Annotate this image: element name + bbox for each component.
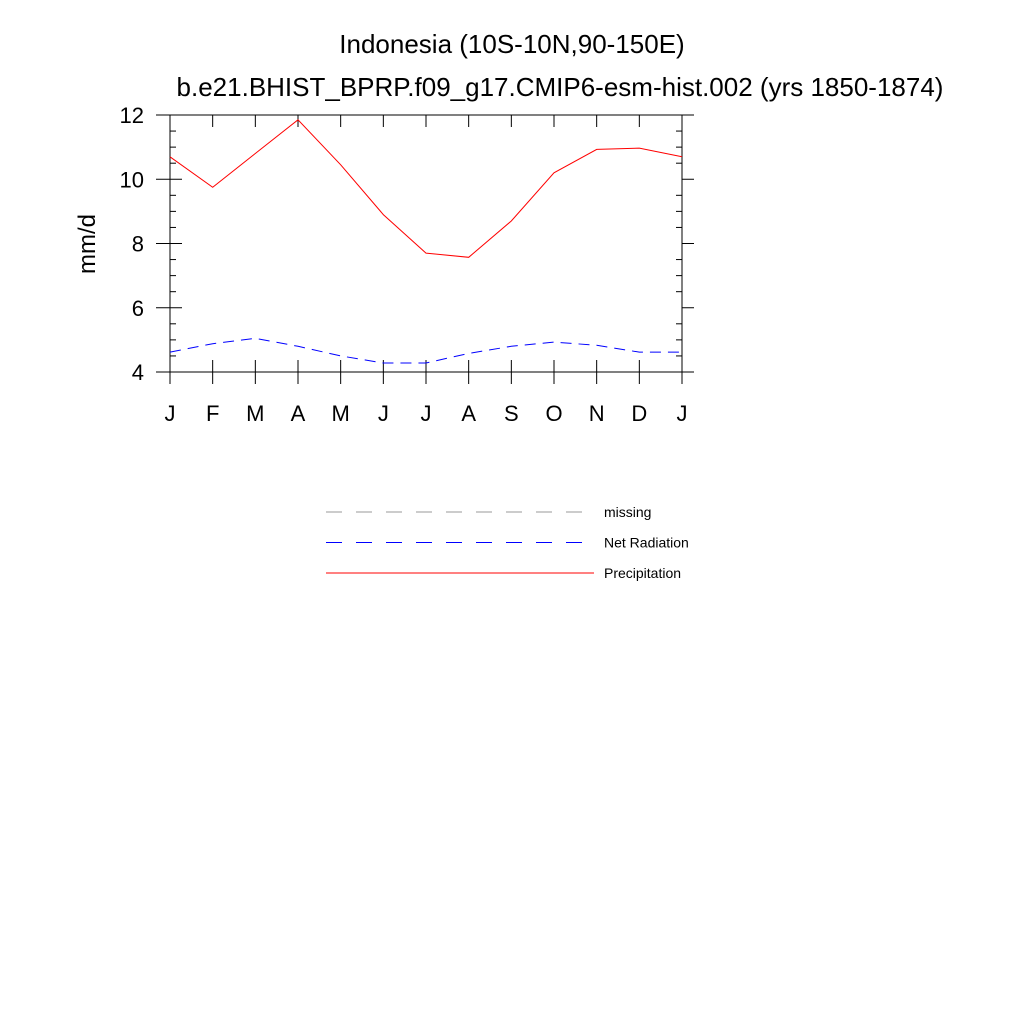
x-tick-label: J: [165, 401, 176, 426]
x-tick-label: O: [545, 401, 562, 426]
y-tick-label: 10: [120, 167, 144, 192]
x-tick-label: J: [677, 401, 688, 426]
legend: missing Net Radiation Precipitation: [326, 504, 689, 581]
y-axis-title: mm/d: [74, 214, 101, 274]
y-tick-label: 8: [132, 232, 144, 257]
legend-label: Precipitation: [604, 565, 681, 581]
x-tick-label: S: [504, 401, 519, 426]
y-axis: 4 6 8 10 12: [120, 103, 694, 385]
x-tick-label: A: [461, 401, 476, 426]
x-tick-label: J: [378, 401, 389, 426]
series-line-precipitation: [169, 119, 683, 258]
legend-label: Net Radiation: [604, 535, 689, 551]
chart-subtitle: b.e21.BHIST_BPRP.f09_g17.CMIP6-esm-hist.…: [177, 72, 944, 102]
series-line-net-radiation: [169, 337, 682, 364]
x-tick-label: D: [631, 401, 647, 426]
x-tick-label: A: [291, 401, 306, 426]
x-tick-label: M: [332, 401, 350, 426]
y-tick-label: 4: [132, 360, 144, 385]
x-tick-label: F: [206, 401, 219, 426]
x-tick-label: N: [589, 401, 605, 426]
legend-label: missing: [604, 504, 651, 520]
x-tick-label: J: [421, 401, 432, 426]
y-tick-label: 12: [120, 103, 144, 128]
minor-ticks: [170, 130, 682, 357]
series-layer: [169, 119, 683, 364]
plot-frame: [169, 114, 683, 373]
x-tick-label: M: [246, 401, 264, 426]
chart-title: Indonesia (10S-10N,90-150E): [339, 29, 684, 59]
y-tick-label: 6: [132, 296, 144, 321]
